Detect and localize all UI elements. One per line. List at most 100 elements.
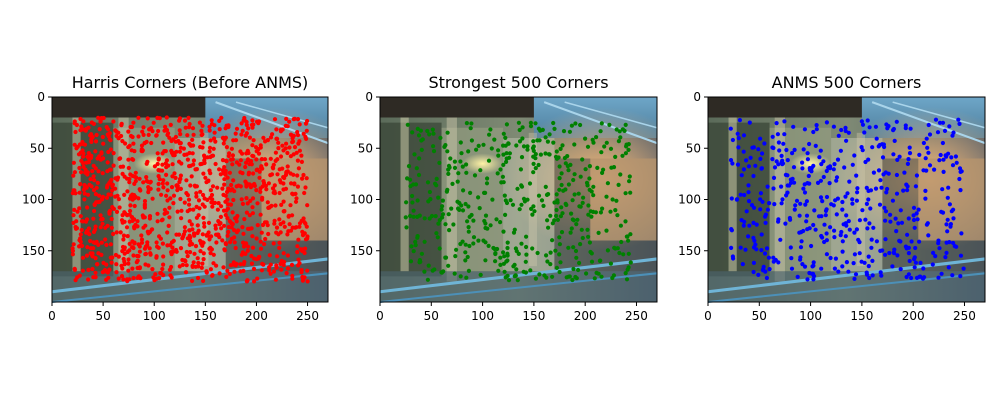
corner-point xyxy=(604,140,609,145)
corner-point xyxy=(189,174,194,179)
corner-point xyxy=(510,202,516,207)
corner-point xyxy=(88,133,93,138)
corner-point xyxy=(247,213,252,218)
corner-point xyxy=(811,129,816,135)
corner-point xyxy=(237,162,242,167)
corner-point xyxy=(888,219,893,224)
corner-point xyxy=(187,202,192,207)
corner-point xyxy=(866,254,871,259)
corner-point xyxy=(566,182,572,187)
corner-point xyxy=(463,201,468,207)
corner-point xyxy=(550,238,555,243)
corner-point xyxy=(178,132,183,137)
corner-point xyxy=(177,159,182,164)
corner-point xyxy=(299,218,304,223)
corner-point xyxy=(143,262,148,267)
corner-point xyxy=(446,212,451,217)
corner-point xyxy=(946,185,951,190)
corner-point xyxy=(419,251,424,256)
corner-point xyxy=(156,174,161,179)
corner-point xyxy=(501,229,506,234)
corner-point xyxy=(201,140,206,145)
corner-point xyxy=(623,191,628,196)
corner-point xyxy=(852,276,857,281)
corner-point xyxy=(940,140,946,146)
corner-point xyxy=(188,183,193,188)
corner-point xyxy=(559,182,564,188)
corner-point xyxy=(950,163,956,168)
corner-point xyxy=(801,147,806,152)
corner-point xyxy=(471,241,476,246)
corner-point xyxy=(459,203,464,208)
x-tick-label: 200 xyxy=(902,309,925,323)
corner-point xyxy=(255,223,260,228)
corner-point xyxy=(897,238,902,243)
corner-point xyxy=(591,193,596,198)
corner-point xyxy=(559,230,565,235)
corner-point xyxy=(241,231,246,236)
corner-point xyxy=(230,153,235,158)
corner-point xyxy=(416,172,422,178)
corner-point xyxy=(440,198,445,203)
corner-point xyxy=(463,242,468,247)
corner-point xyxy=(449,206,454,211)
corner-point xyxy=(410,130,415,135)
corner-point xyxy=(888,212,893,217)
corner-point xyxy=(605,248,611,253)
corner-point xyxy=(947,202,953,207)
corner-point xyxy=(905,161,911,166)
y-tick-label: 50 xyxy=(358,141,373,155)
corner-point xyxy=(291,152,296,157)
corner-point xyxy=(597,258,603,263)
corner-point xyxy=(544,275,549,280)
corner-point xyxy=(840,199,845,205)
corner-point xyxy=(446,171,451,176)
corner-point xyxy=(508,198,513,203)
corner-point xyxy=(85,154,90,159)
corner-point xyxy=(164,127,170,133)
corner-point xyxy=(850,197,855,202)
corner-point xyxy=(82,186,87,191)
corner-point xyxy=(819,266,824,271)
corner-point xyxy=(604,228,609,233)
corner-point xyxy=(285,124,290,129)
corner-point xyxy=(175,209,180,214)
corner-point xyxy=(496,153,501,158)
corner-point xyxy=(427,216,432,221)
corner-point xyxy=(866,264,871,269)
corner-point xyxy=(767,267,772,272)
panel-title: Strongest 500 Corners xyxy=(428,73,608,92)
corner-point xyxy=(626,147,631,152)
corner-point xyxy=(139,240,145,245)
corner-point xyxy=(184,178,189,183)
corner-point xyxy=(174,249,179,254)
corner-point xyxy=(923,156,928,161)
corner-point xyxy=(570,217,575,222)
corner-point xyxy=(906,157,911,162)
corner-point xyxy=(913,184,919,189)
x-tick-label: 0 xyxy=(704,309,712,323)
corner-point xyxy=(231,197,236,203)
corner-point xyxy=(93,192,98,197)
corner-point xyxy=(836,269,841,274)
corner-point xyxy=(169,185,175,190)
corner-point xyxy=(569,226,574,231)
corner-point xyxy=(227,170,232,175)
x-tick-label: 200 xyxy=(245,309,268,323)
corner-point xyxy=(458,159,463,164)
corner-point xyxy=(788,177,794,182)
corner-point xyxy=(572,192,577,197)
corner-point xyxy=(242,217,247,222)
corner-point xyxy=(504,159,509,164)
corner-point xyxy=(489,146,494,151)
corner-point xyxy=(113,186,118,191)
corner-point xyxy=(230,210,235,215)
x-tick-label: 150 xyxy=(194,309,217,323)
corner-point xyxy=(496,148,501,153)
corner-point xyxy=(816,214,822,219)
corner-point xyxy=(563,201,568,206)
corner-point xyxy=(240,225,245,230)
corner-point xyxy=(747,120,752,125)
corner-point xyxy=(415,214,420,219)
